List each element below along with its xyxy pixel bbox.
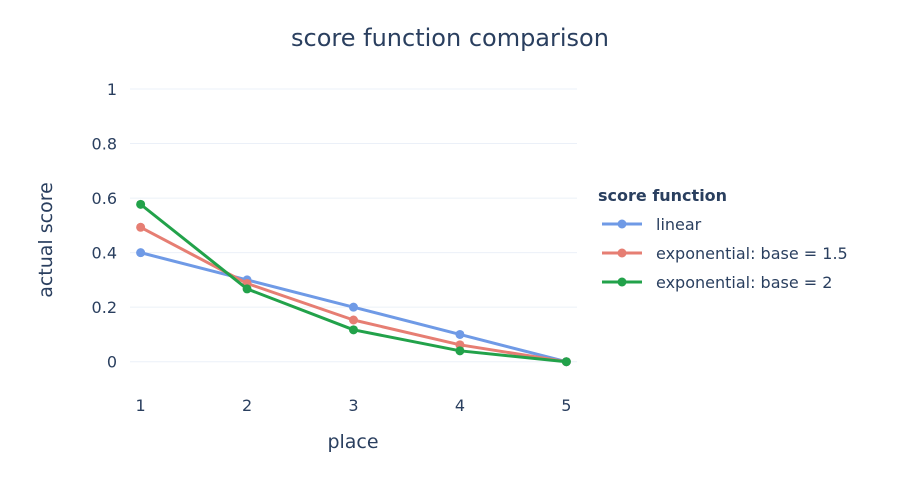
data-point[interactable] — [136, 248, 146, 258]
data-point[interactable] — [136, 199, 146, 209]
y-tick-label: 0.6 — [92, 189, 117, 208]
legend-label: exponential: base = 1.5 — [656, 244, 848, 263]
legend-item[interactable]: exponential: base = 2 — [602, 273, 832, 292]
x-tick-label: 2 — [242, 396, 252, 415]
data-point[interactable] — [349, 325, 358, 335]
x-axis-ticks: 1 2 3 4 5 — [136, 396, 572, 415]
data-point[interactable] — [455, 346, 465, 356]
series-line — [139, 203, 567, 364]
legend-swatch-marker — [617, 248, 627, 258]
data-point[interactable] — [136, 222, 146, 232]
gridlines — [130, 88, 577, 363]
data-point[interactable] — [561, 357, 571, 367]
y-tick-label: 0.4 — [92, 244, 117, 263]
y-tick-label: 1 — [107, 80, 117, 99]
legend-label: linear — [656, 215, 702, 234]
y-axis-title: actual score — [35, 182, 57, 298]
data-point[interactable] — [455, 329, 465, 339]
series-line — [139, 225, 567, 364]
legend-swatch-marker — [617, 219, 627, 229]
x-axis-title: place — [327, 431, 378, 453]
data-point[interactable] — [242, 284, 252, 294]
series-layer — [136, 199, 571, 367]
y-tick-label: 0.8 — [92, 135, 117, 154]
x-tick-label: 1 — [136, 396, 146, 415]
legend-item[interactable]: exponential: base = 1.5 — [602, 244, 848, 263]
legend-item[interactable]: linear — [602, 215, 702, 234]
x-tick-label: 5 — [561, 396, 571, 415]
legend-label: exponential: base = 2 — [656, 273, 832, 292]
legend-swatch-marker — [617, 277, 627, 287]
y-tick-label: 0 — [107, 353, 117, 372]
x-tick-label: 3 — [348, 396, 358, 415]
series-3 — [136, 199, 571, 367]
x-tick-label: 4 — [455, 396, 465, 415]
y-tick-label: 0.2 — [92, 298, 117, 317]
chart-title: score function comparison — [291, 24, 609, 52]
legend: score function linear exponential: base =… — [598, 186, 848, 292]
legend-items: linear exponential: base = 1.5 exponential… — [602, 215, 848, 292]
legend-title: score function — [598, 186, 727, 205]
y-axis-ticks: 0 0.2 0.4 0.6 0.8 1 — [92, 80, 117, 372]
data-point[interactable] — [349, 302, 358, 312]
data-point[interactable] — [349, 315, 358, 325]
